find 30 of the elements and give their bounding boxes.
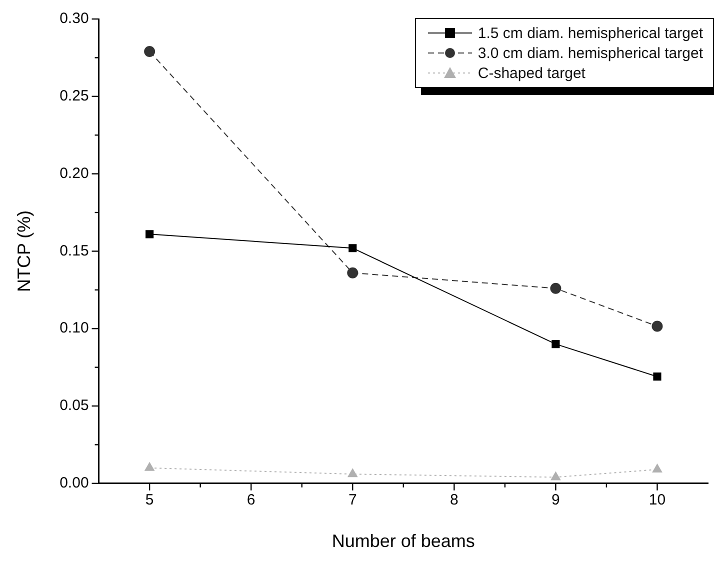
y-tick-label: 0.05 [60,397,89,414]
point [348,244,357,252]
x-tick-label: 8 [450,492,458,509]
y-axis-title: NTCP (%) [14,210,34,292]
x-tick-label: 7 [348,492,357,509]
point [347,267,358,278]
x-axis-title: Number of beams [332,531,475,552]
y-tick-label: 0.25 [60,88,89,105]
point [552,340,560,348]
x-tick-label: 9 [552,492,560,509]
point [653,372,662,381]
legend-label: 1.5 cm diam. hemispherical target [478,24,703,42]
y-tick-label: 0.30 [60,10,89,28]
point [550,472,561,480]
y-tick-label: 0.00 [60,474,89,492]
x-tick-label: 10 [648,492,666,509]
x-tick-label: 6 [246,492,256,509]
point [348,468,358,478]
point [144,462,154,471]
point [652,464,662,472]
x-tick-label: 5 [145,492,154,509]
point [146,230,154,238]
y-tick-label: 0.15 [60,242,89,260]
y-tick-label: 0.20 [60,164,89,182]
point [652,320,663,332]
point [550,282,562,294]
legend-label: 3.0 cm diam. hemispherical target [478,44,703,62]
legend-label: C-shaped target [478,64,586,82]
point [144,46,156,58]
y-tick-label: 0.10 [60,320,89,337]
